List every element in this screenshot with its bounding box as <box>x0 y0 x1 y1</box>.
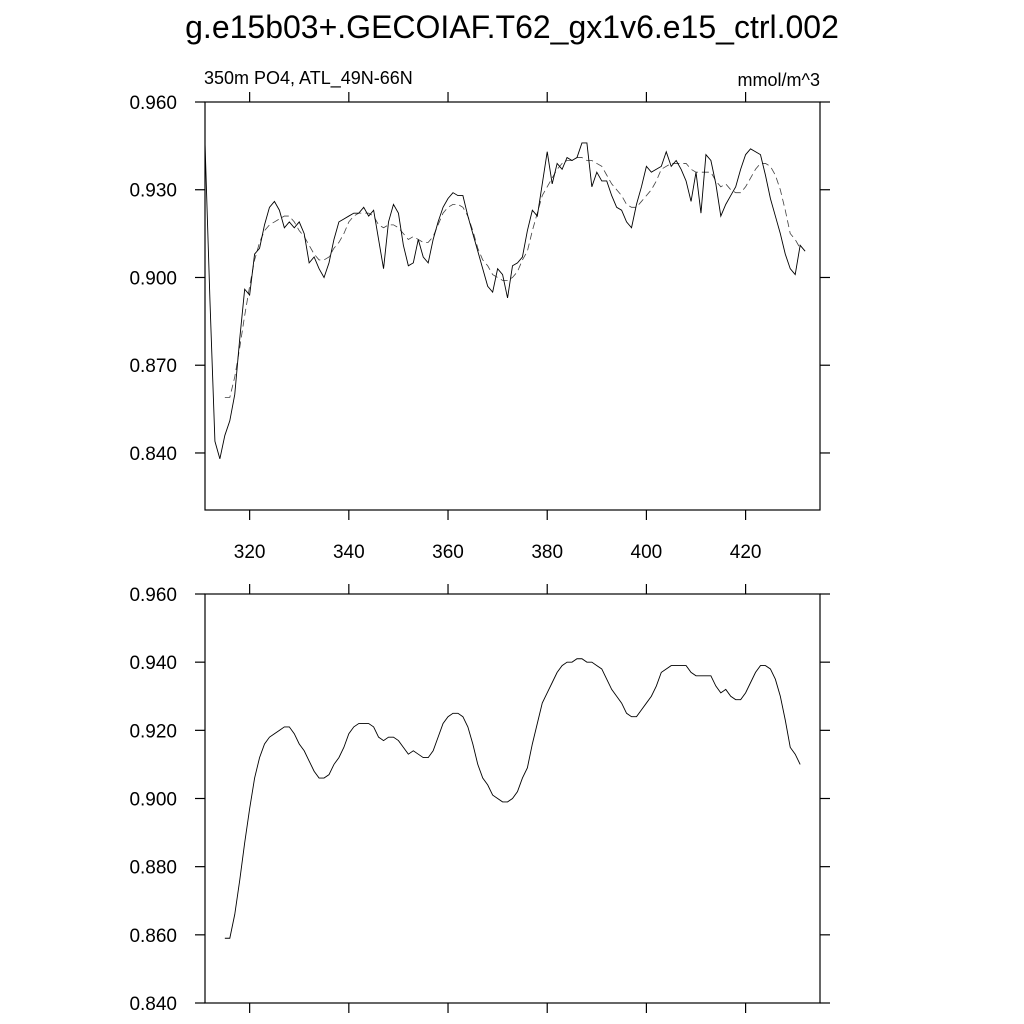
subtitle: 350m PO4, ATL_49N-66N <box>204 68 413 89</box>
x-tick-label: 360 <box>432 542 464 563</box>
y-tick-label: 0.840 <box>129 444 177 465</box>
y-tick-label: 0.840 <box>129 994 177 1015</box>
x-tick-label: 420 <box>730 542 762 563</box>
y-tick-label: 0.860 <box>129 926 177 947</box>
chart-title: g.e15b03+.GECOIAF.T62_gx1v6.e15_ctrl.002 <box>185 9 839 45</box>
x-tick-label: 320 <box>234 542 266 563</box>
data-line <box>224 658 801 939</box>
units-label: mmol/m^3 <box>738 70 820 90</box>
y-tick-label: 0.900 <box>129 790 177 811</box>
data-line <box>204 142 806 459</box>
smoothed-line <box>224 157 801 398</box>
x-tick-label: 380 <box>531 542 563 563</box>
plot-frame <box>204 101 821 511</box>
y-tick-label: 0.880 <box>129 858 177 879</box>
x-tick-label: 340 <box>333 542 365 563</box>
y-tick-label: 0.960 <box>129 93 177 114</box>
y-tick-label: 0.920 <box>129 721 177 742</box>
y-tick-label: 0.870 <box>129 356 177 377</box>
y-tick-label: 0.930 <box>129 181 177 202</box>
y-tick-label: 0.940 <box>129 653 177 674</box>
y-tick-label: 0.960 <box>129 585 177 606</box>
x-tick-label: 400 <box>631 542 663 563</box>
y-tick-label: 0.900 <box>129 268 177 289</box>
